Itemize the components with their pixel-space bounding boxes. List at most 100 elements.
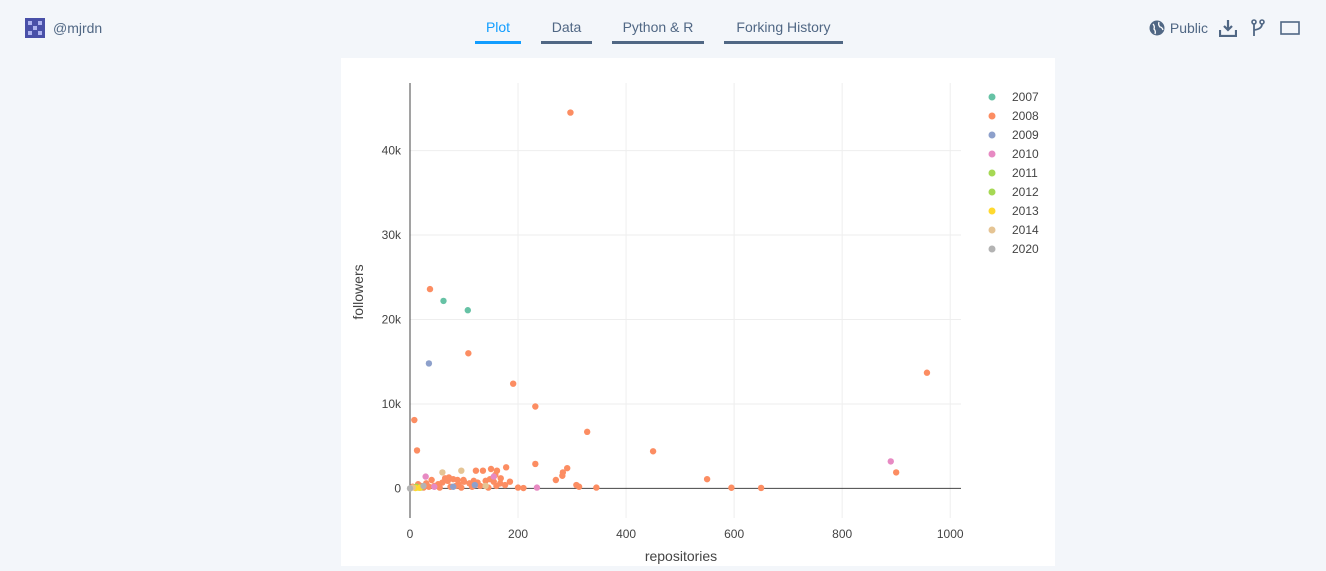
tab-bar: Plot Data Python & R Forking History	[0, 17, 1326, 47]
data-point-2008[interactable]	[479, 467, 487, 474]
legend-item-2020[interactable]: 2020	[988, 242, 1040, 256]
legend-marker	[988, 245, 996, 253]
legend-item-2014[interactable]: 2014	[988, 223, 1040, 237]
legend-item-2013[interactable]: 2013	[988, 204, 1040, 218]
tab-forking-history[interactable]: Forking History	[724, 17, 843, 44]
data-point-2008[interactable]	[593, 484, 600, 491]
data-point-2008[interactable]	[411, 416, 418, 424]
data-point-2008[interactable]	[892, 469, 900, 476]
tab-data[interactable]: Data	[541, 17, 592, 44]
data-point-2009[interactable]	[450, 483, 457, 490]
data-point-2008[interactable]	[482, 477, 489, 485]
legend-item-2007[interactable]: 2007	[988, 90, 1040, 104]
visibility-toggle[interactable]: Public	[1149, 20, 1208, 36]
data-point-2008[interactable]	[563, 464, 571, 472]
user-badge[interactable]: @mjrdn	[25, 18, 102, 38]
visibility-label: Public	[1169, 20, 1208, 36]
data-point-2008[interactable]	[520, 484, 527, 492]
data-point-2008[interactable]	[465, 350, 472, 357]
x-tick-label: 0	[407, 527, 414, 541]
data-point-2008[interactable]	[454, 476, 461, 484]
data-point-2010[interactable]	[490, 473, 497, 480]
data-point-2007[interactable]	[464, 307, 472, 314]
data-point-2008[interactable]	[490, 478, 497, 485]
data-point-2014[interactable]	[458, 467, 465, 474]
data-point-2008[interactable]	[458, 484, 465, 491]
data-point-2008[interactable]	[532, 403, 539, 410]
data-point-2008[interactable]	[502, 464, 510, 471]
avatar	[25, 18, 45, 38]
legend-item-2010[interactable]: 2010	[988, 147, 1040, 161]
data-point-2008[interactable]	[757, 484, 765, 492]
legend-item-2008[interactable]: 2008	[988, 109, 1040, 123]
data-point-2008[interactable]	[477, 482, 484, 490]
data-point-2008[interactable]	[426, 285, 434, 293]
data-point-2008[interactable]	[703, 475, 711, 483]
toolbar: Public	[1149, 18, 1302, 38]
data-point-2008[interactable]	[436, 484, 443, 491]
data-point-2010[interactable]	[431, 483, 438, 490]
grid-lines	[410, 83, 961, 518]
data-point-2008[interactable]	[552, 476, 560, 484]
y-tick-label: 30k	[382, 228, 402, 242]
data-point-2010[interactable]	[533, 484, 541, 491]
data-point-2008[interactable]	[428, 476, 435, 484]
data-point-2008[interactable]	[649, 448, 657, 455]
x-tick-label: 1000	[937, 527, 964, 541]
data-point-2008[interactable]	[460, 476, 467, 484]
x-axis-title: repositories	[645, 548, 717, 564]
data-point-2014[interactable]	[439, 469, 446, 476]
data-point-2008[interactable]	[497, 475, 504, 482]
data-point-2007[interactable]	[440, 297, 447, 305]
fork-icon	[1251, 19, 1265, 36]
y-tick-label: 40k	[382, 144, 402, 158]
data-point-2008[interactable]	[413, 447, 421, 454]
legend-marker	[988, 207, 996, 215]
data-point-2008[interactable]	[559, 472, 566, 479]
fullscreen-button[interactable]	[1278, 18, 1302, 38]
legend-item-2012[interactable]: 2012	[988, 185, 1040, 199]
data-point-2010[interactable]	[887, 458, 894, 465]
fullscreen-icon	[1280, 21, 1300, 35]
data-point-2008[interactable]	[575, 483, 583, 490]
data-point-2009[interactable]	[425, 360, 433, 367]
legend-item-2011[interactable]: 2011	[988, 166, 1039, 180]
username[interactable]: @mjrdn	[53, 20, 103, 36]
data-point-2008[interactable]	[514, 484, 522, 491]
data-points	[406, 109, 931, 492]
axes	[409, 83, 961, 518]
data-point-2020[interactable]	[406, 485, 414, 492]
data-point-2010[interactable]	[422, 473, 429, 480]
data-point-2020[interactable]	[420, 482, 427, 490]
download-icon	[1219, 20, 1237, 37]
legend-item-2009[interactable]: 2009	[988, 128, 1040, 142]
data-point-2008[interactable]	[583, 428, 591, 436]
legend-label: 2020	[1012, 242, 1039, 256]
fork-button[interactable]	[1248, 18, 1268, 38]
tab-python-r[interactable]: Python & R	[612, 17, 704, 44]
data-point-2008[interactable]	[472, 467, 480, 474]
legend-label: 2009	[1012, 128, 1039, 142]
legend-label: 2013	[1012, 204, 1039, 218]
data-point-2008[interactable]	[445, 474, 453, 481]
data-point-2008[interactable]	[506, 478, 514, 485]
legend-marker	[988, 169, 996, 177]
tab-plot[interactable]: Plot	[475, 17, 521, 44]
data-point-2009[interactable]	[471, 481, 479, 489]
legend-label: 2012	[1012, 185, 1039, 199]
data-point-2008[interactable]	[728, 484, 735, 491]
legend-label: 2010	[1012, 147, 1039, 161]
data-point-2008[interactable]	[567, 109, 574, 116]
data-point-2008[interactable]	[923, 369, 931, 376]
data-point-2008[interactable]	[487, 465, 495, 473]
data-point-2008[interactable]	[532, 460, 539, 468]
y-tick-label: 20k	[382, 313, 402, 327]
data-point-2008[interactable]	[501, 481, 509, 489]
download-button[interactable]	[1218, 18, 1238, 38]
x-tick-label: 600	[724, 527, 744, 541]
scatter-chart[interactable]: 0 200 400 600 800 1000 0 10k 20k 30k 40k repositor…	[341, 58, 1055, 566]
data-point-2014[interactable]	[482, 482, 489, 490]
data-point-2008[interactable]	[509, 380, 517, 387]
y-axis-title: followers	[350, 264, 366, 319]
legend-marker	[988, 93, 996, 101]
